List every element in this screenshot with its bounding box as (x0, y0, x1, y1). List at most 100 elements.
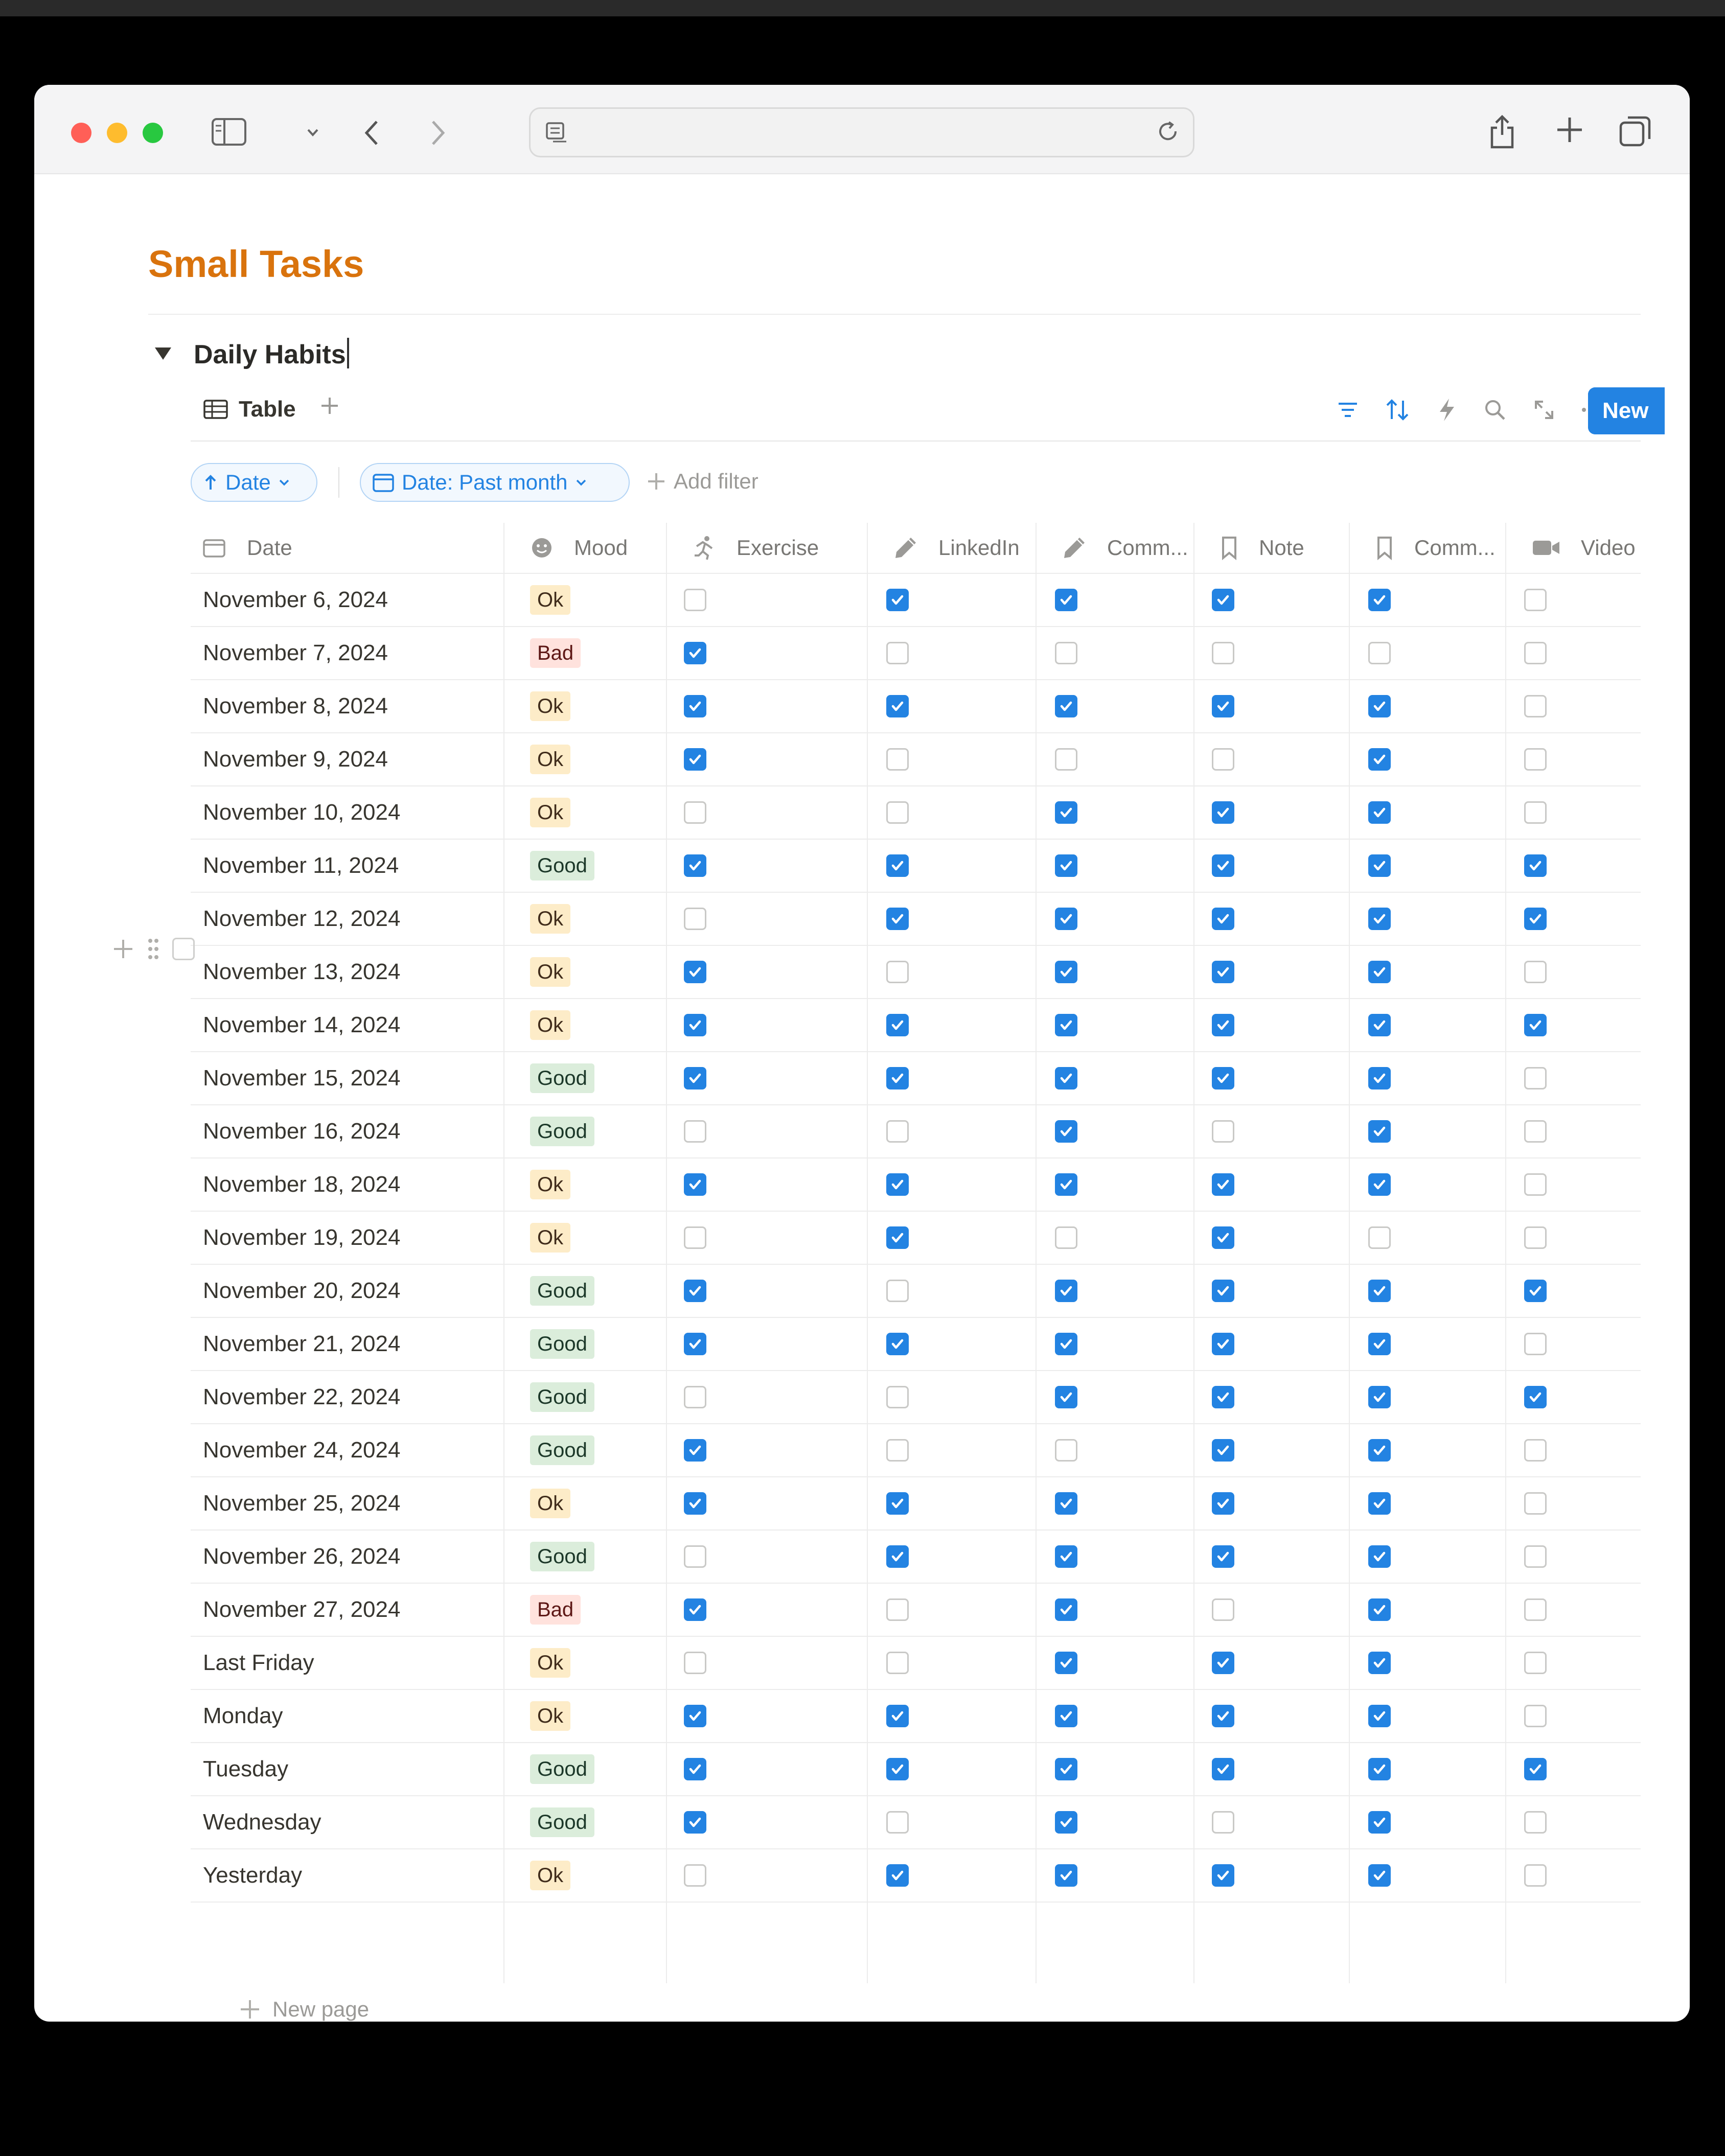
checkbox-checked[interactable] (1368, 1386, 1391, 1408)
date-cell[interactable]: November 22, 2024 (191, 1371, 400, 1423)
table-row[interactable]: November 20, 2024 Good (191, 1265, 1678, 1318)
date-cell[interactable]: November 7, 2024 (191, 627, 388, 679)
date-cell[interactable]: November 20, 2024 (191, 1265, 400, 1317)
checkbox-checked[interactable] (886, 1545, 909, 1568)
date-cell[interactable]: November 21, 2024 (191, 1318, 400, 1370)
checkbox-checked[interactable] (1055, 1173, 1077, 1196)
checkbox-checked[interactable] (1055, 1864, 1077, 1887)
checkbox-checked[interactable] (1212, 1705, 1234, 1727)
checkbox-unchecked[interactable] (886, 642, 909, 664)
table-row[interactable]: November 6, 2024 Ok (191, 574, 1678, 627)
drag-handle-icon[interactable] (146, 936, 161, 962)
date-cell[interactable]: November 8, 2024 (191, 680, 388, 732)
checkbox-checked[interactable] (1212, 589, 1234, 611)
checkbox-checked[interactable] (1055, 854, 1077, 877)
checkbox-checked[interactable] (1368, 748, 1391, 771)
checkbox-checked[interactable] (1524, 908, 1547, 930)
checkbox-unchecked[interactable] (1212, 1120, 1234, 1143)
checkbox-checked[interactable] (1368, 1864, 1391, 1887)
checkbox-checked[interactable] (684, 1492, 706, 1515)
tab-overview-icon[interactable] (1619, 114, 1652, 148)
date-cell[interactable]: November 11, 2024 (191, 840, 399, 892)
checkbox-unchecked[interactable] (684, 908, 706, 930)
checkbox-checked[interactable] (684, 1439, 706, 1462)
checkbox-checked[interactable] (1524, 1280, 1547, 1302)
share-icon[interactable] (1487, 111, 1517, 150)
checkbox-checked[interactable] (1368, 1439, 1391, 1462)
checkbox-checked[interactable] (684, 1811, 706, 1834)
checkbox-checked[interactable] (1524, 1014, 1547, 1036)
date-cell[interactable]: November 24, 2024 (191, 1424, 400, 1476)
checkbox-unchecked[interactable] (1524, 748, 1547, 771)
checkbox-checked[interactable] (1055, 695, 1077, 717)
table-row[interactable]: November 21, 2024 Good (191, 1318, 1678, 1371)
checkbox-checked[interactable] (1212, 695, 1234, 717)
mood-cell[interactable]: Ok (530, 574, 571, 626)
table-row[interactable]: November 7, 2024 Bad (191, 627, 1678, 680)
checkbox-unchecked[interactable] (1524, 1545, 1547, 1568)
mood-cell[interactable]: Bad (530, 627, 581, 679)
checkbox-checked[interactable] (1055, 1598, 1077, 1621)
date-cell[interactable]: November 15, 2024 (191, 1052, 400, 1104)
checkbox-checked[interactable] (1368, 1598, 1391, 1621)
checkbox-unchecked[interactable] (1524, 589, 1547, 611)
checkbox-checked[interactable] (1055, 1492, 1077, 1515)
checkbox-checked[interactable] (1212, 1864, 1234, 1887)
checkbox-unchecked[interactable] (684, 1386, 706, 1408)
date-cell[interactable]: November 27, 2024 (191, 1584, 400, 1636)
checkbox-checked[interactable] (1368, 801, 1391, 824)
tab-table-view[interactable]: Table (203, 397, 296, 422)
sidebar-toggle-icon[interactable] (211, 117, 247, 147)
checkbox-unchecked[interactable] (1368, 642, 1391, 664)
table-row[interactable]: November 22, 2024 Good (191, 1371, 1678, 1424)
checkbox-checked[interactable] (1212, 801, 1234, 824)
column-header-5[interactable]: Note (1220, 523, 1304, 573)
checkbox-unchecked[interactable] (1524, 1067, 1547, 1089)
checkbox-checked[interactable] (684, 1598, 706, 1621)
checkbox-checked[interactable] (886, 1173, 909, 1196)
mood-cell[interactable]: Ok (530, 893, 571, 945)
add-row-icon[interactable] (112, 938, 134, 960)
table-row[interactable]: November 15, 2024 Good (191, 1052, 1678, 1105)
checkbox-checked[interactable] (684, 1173, 706, 1196)
date-cell[interactable]: November 18, 2024 (191, 1158, 400, 1211)
checkbox-checked[interactable] (1368, 854, 1391, 877)
date-cell[interactable]: November 6, 2024 (191, 574, 388, 626)
checkbox-checked[interactable] (1055, 1014, 1077, 1036)
table-row[interactable]: November 10, 2024 Ok (191, 786, 1678, 840)
mood-cell[interactable]: Good (530, 1105, 594, 1157)
checkbox-checked[interactable] (1212, 1439, 1234, 1462)
checkbox-checked[interactable] (684, 748, 706, 771)
checkbox-unchecked[interactable] (1524, 1120, 1547, 1143)
date-cell[interactable]: November 16, 2024 (191, 1105, 400, 1157)
checkbox-checked[interactable] (1212, 961, 1234, 983)
table-row[interactable]: November 24, 2024 Good (191, 1424, 1678, 1477)
table-row[interactable]: November 19, 2024 Ok (191, 1212, 1678, 1265)
checkbox-checked[interactable] (684, 961, 706, 983)
checkbox-checked[interactable] (1368, 1545, 1391, 1568)
mood-cell[interactable]: Ok (530, 1477, 571, 1529)
new-tab-icon[interactable] (1554, 114, 1585, 145)
checkbox-checked[interactable] (1055, 1333, 1077, 1355)
checkbox-checked[interactable] (1212, 854, 1234, 877)
forward-icon[interactable] (428, 118, 448, 148)
checkbox-checked[interactable] (684, 854, 706, 877)
checkbox-unchecked[interactable] (684, 1864, 706, 1887)
add-filter-button[interactable]: Add filter (646, 469, 758, 494)
checkbox-checked[interactable] (1368, 695, 1391, 717)
mood-cell[interactable]: Ok (530, 786, 571, 839)
date-cell[interactable]: November 12, 2024 (191, 893, 400, 945)
checkbox-checked[interactable] (886, 1067, 909, 1089)
checkbox-unchecked[interactable] (684, 1652, 706, 1674)
table-row[interactable]: Monday Ok (191, 1690, 1678, 1743)
page-menu-icon[interactable] (544, 120, 568, 145)
minimize-window-button[interactable] (107, 123, 127, 143)
checkbox-unchecked[interactable] (886, 801, 909, 824)
checkbox-checked[interactable] (1368, 1705, 1391, 1727)
checkbox-unchecked[interactable] (1524, 1226, 1547, 1249)
checkbox-unchecked[interactable] (1212, 1598, 1234, 1621)
checkbox-checked[interactable] (1055, 1545, 1077, 1568)
mood-cell[interactable]: Ok (530, 1690, 571, 1742)
checkbox-checked[interactable] (1368, 1333, 1391, 1355)
sort-icon[interactable] (1385, 398, 1411, 425)
